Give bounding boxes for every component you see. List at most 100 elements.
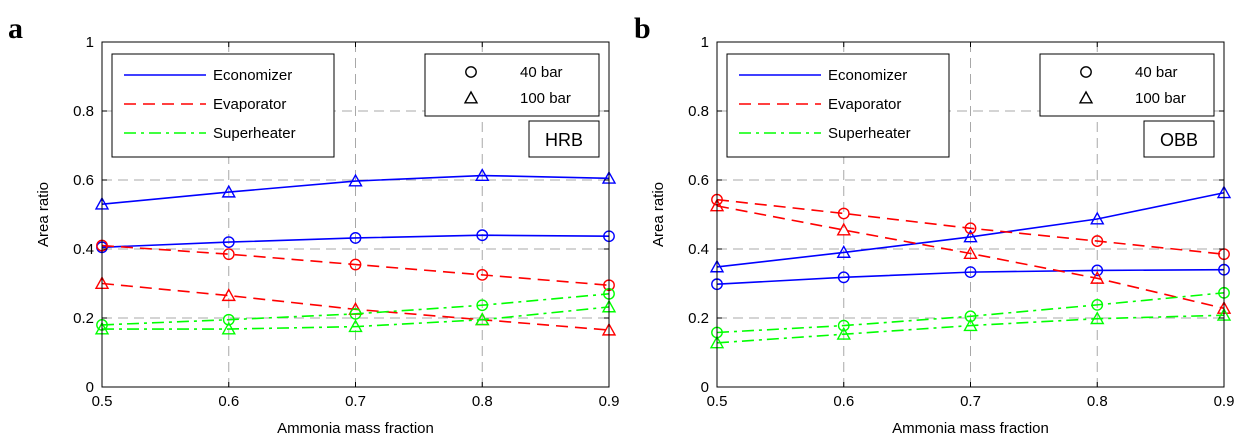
x-tick-label: 0.6	[833, 393, 854, 410]
data-point	[1090, 311, 1105, 325]
x-tick-label: 0.9	[1214, 393, 1235, 410]
data-point	[837, 207, 850, 220]
y-axis-label: Area ratio	[650, 182, 667, 247]
series-line	[716, 205, 1225, 310]
data-point	[1090, 270, 1105, 284]
y-tick-label: 1	[86, 34, 94, 51]
series-line	[101, 174, 610, 205]
data-point	[963, 318, 978, 332]
data-point	[349, 307, 362, 320]
data-point	[222, 236, 235, 249]
y-tick-label: 0.8	[688, 103, 709, 120]
y-tick-label: 0.2	[688, 310, 709, 327]
panel-letter: a	[8, 12, 23, 45]
series-line	[716, 191, 1225, 268]
series-line	[101, 293, 610, 326]
data-point	[964, 222, 977, 235]
legend-box	[424, 53, 600, 117]
y-tick-label: 0.4	[688, 241, 709, 258]
series-line	[716, 268, 1225, 285]
x-tick-label: 0.7	[345, 393, 366, 410]
boiler-tag: OBB	[1143, 120, 1215, 158]
legend-label: Economizer	[213, 67, 292, 84]
legend-pressures: 40 bar 100 bar	[1039, 53, 1215, 117]
boiler-tag: HRB	[528, 120, 600, 158]
tag-box	[1143, 120, 1215, 158]
y-axis-label: Area ratio	[35, 182, 52, 247]
x-tick-label: 0.8	[1087, 393, 1108, 410]
data-point	[348, 319, 363, 333]
x-tick-label: 0.5	[707, 393, 728, 410]
series-economizer-triangle	[94, 168, 617, 210]
legend-components: Economizer Evaporator Superheater	[111, 53, 335, 158]
legend-marker-sample	[1080, 66, 1092, 78]
series-line	[101, 282, 610, 331]
data-point	[475, 168, 490, 182]
series-line	[716, 198, 1225, 255]
x-tick-label: 0.8	[472, 393, 493, 410]
data-point	[836, 326, 851, 340]
legend-label: 100 bar	[520, 90, 571, 107]
data-point	[836, 245, 851, 258]
legend-label: Superheater	[213, 125, 296, 142]
legend-box	[1039, 53, 1215, 117]
data-point	[963, 229, 978, 243]
data-point	[963, 246, 978, 259]
legend-label: 40 bar	[1135, 64, 1178, 81]
tag-label: OBB	[1160, 130, 1198, 150]
legend-label: 100 bar	[1135, 90, 1186, 107]
x-axis-label: Ammonia mass fraction	[892, 420, 1049, 437]
tag-box	[528, 120, 600, 158]
x-tick-label: 0.9	[599, 393, 620, 410]
data-point	[221, 321, 236, 335]
legend-label: 40 bar	[520, 64, 563, 81]
data-point	[1091, 264, 1104, 277]
data-point	[837, 319, 850, 332]
y-tick-label: 0	[701, 379, 709, 396]
panel-letter: b	[634, 12, 651, 45]
data-point	[476, 229, 489, 242]
legend-pressures: 40 bar 100 bar	[424, 53, 600, 117]
x-tick-label: 0.7	[960, 393, 981, 410]
data-point	[476, 268, 489, 281]
data-point	[349, 232, 362, 244]
x-axis-label: Ammonia mass fraction	[277, 420, 434, 437]
tag-label: HRB	[545, 130, 583, 150]
x-tick-label: 0.6	[218, 393, 239, 410]
legend-label: Evaporator	[213, 96, 286, 113]
series-evaporator-circle	[96, 239, 615, 292]
series-line	[716, 314, 1225, 344]
y-tick-label: 0	[86, 379, 94, 396]
legend-marker-sample	[465, 66, 477, 78]
data-point	[837, 271, 850, 284]
data-point	[476, 299, 489, 312]
y-tick-label: 0.4	[73, 241, 94, 258]
y-tick-label: 0.2	[73, 310, 94, 327]
data-point	[964, 266, 977, 279]
legend-label: Superheater	[828, 125, 911, 142]
data-point	[222, 313, 235, 326]
legend-box	[111, 53, 335, 158]
y-tick-label: 0.6	[688, 172, 709, 189]
data-point	[348, 173, 363, 187]
y-tick-label: 0.6	[73, 172, 94, 189]
legend-box	[726, 53, 950, 158]
legend-label: Economizer	[828, 67, 907, 84]
y-tick-label: 1	[701, 34, 709, 51]
data-point	[1091, 235, 1104, 247]
x-tick-label: 0.5	[92, 393, 113, 410]
legend-marker-sample	[463, 90, 479, 104]
panel-b: b 0.5 0.6 0.7 0.8 0.9 0 0.2 0.4 0.6 0.8 1 Ammonia ma…	[634, 12, 1234, 437]
data-point	[836, 222, 851, 236]
data-point	[221, 288, 236, 302]
data-point	[222, 248, 235, 261]
panel-a: a 0.5 0.6 0.7 0.8 0.9 0 0.2 0.4 0.6 0.8 1 Ammonia ma…	[8, 12, 619, 437]
y-tick-label: 0.8	[73, 103, 94, 120]
data-point	[349, 258, 362, 271]
legend-components: Economizer Evaporator Superheater	[726, 53, 950, 158]
series-line	[716, 292, 1225, 334]
data-point	[221, 184, 236, 198]
legend-label: Evaporator	[828, 96, 901, 113]
series-line	[101, 234, 610, 249]
